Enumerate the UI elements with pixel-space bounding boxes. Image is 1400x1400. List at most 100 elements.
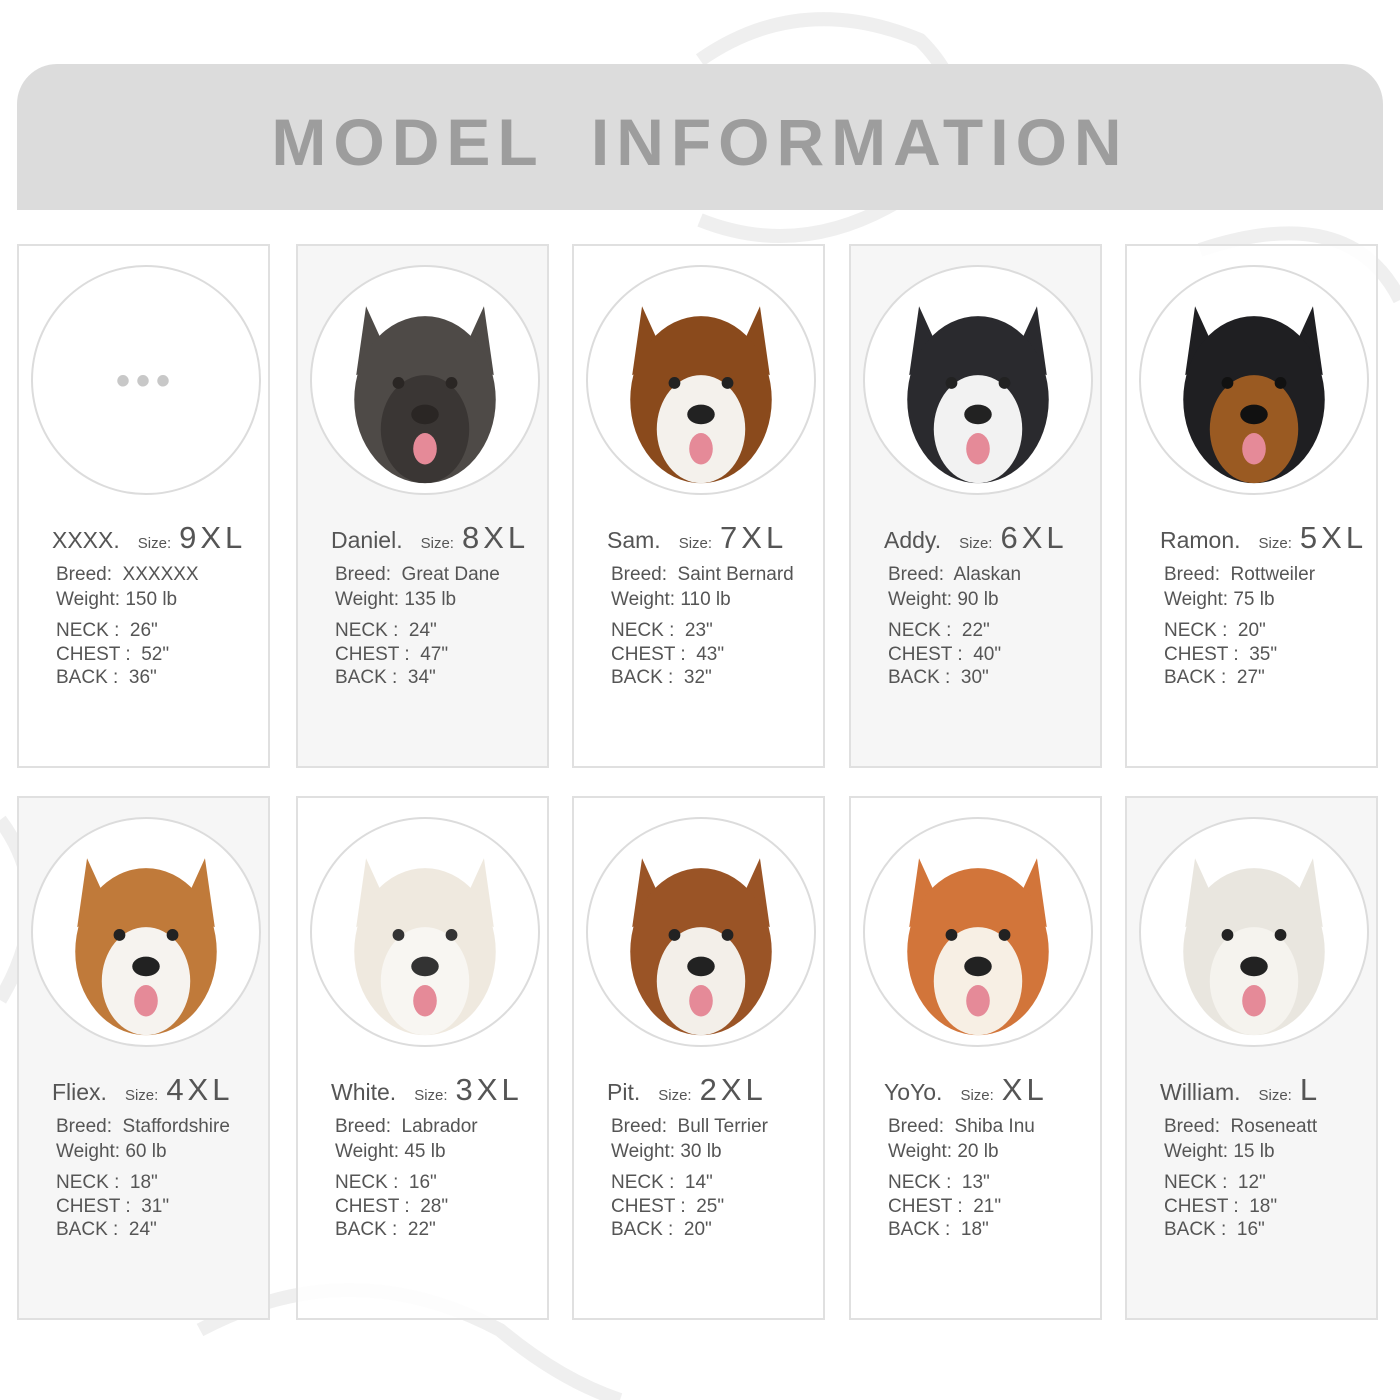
dog-name: XXXX. [52,527,120,553]
back-label: BACK [888,1219,940,1240]
name-size-line: White. Size: 3XL [331,1072,523,1108]
breed-row: Breed: Staffordshire [56,1114,230,1139]
chest-value: 47" [420,643,449,665]
measurements: NECK : 22" CHEST : 40" BACK : 30" [888,619,1001,690]
measurements: NECK : 14" CHEST : 25" BACK : 20" [611,1171,724,1242]
size-value: XL [1001,1072,1048,1107]
chest-label: CHEST [888,1195,953,1217]
weight-label: Weight: [56,589,121,610]
size-label: Size: [678,535,713,552]
chest-row: CHEST : 28" [335,1195,449,1217]
back-row: BACK : 36" [56,667,157,688]
dog-name: White. [331,1079,397,1105]
back-row: BACK : 27" [1164,667,1265,688]
model-card: Sam. Size: 7XL Breed: Saint Bernard Weight… [572,244,825,768]
size-value: 4XL [166,1072,234,1107]
breed-value: Rottweiler [1230,564,1316,585]
dog-name: Ramon. [1160,527,1241,553]
dog-name: YoYo. [884,1079,943,1105]
dog-face-icon [1183,858,1325,1036]
size-label: Size: [1258,1087,1292,1104]
chest-label: CHEST [611,1195,676,1217]
neck-label: NECK [888,620,941,641]
neck-value: 22" [961,620,990,641]
model-card: YoYo. Size: XL Breed: Shiba Inu Weight: 20… [849,796,1102,1320]
breed-label: Breed: [56,1116,112,1137]
breed-label: Breed: [611,1116,667,1137]
chest-value: 25" [696,1195,725,1217]
labrador-photo [310,817,540,1047]
breed-label: Breed: [611,564,667,585]
chest-label: CHEST [888,643,953,665]
neck-value: 24" [408,620,437,641]
back-row: BACK : 34" [335,667,436,688]
size-value: 5XL [1299,520,1368,555]
model-card: White. Size: 3XL Breed: Labrador Weight: 4… [296,796,549,1320]
neck-row: NECK : 16" [335,1172,437,1193]
breed-row: Breed: Labrador [335,1114,478,1139]
breed-row: Breed: Rottweiler [1164,562,1315,587]
ellipsis-icon: ••• [115,359,176,403]
breed-label: Breed: [888,564,944,585]
dog-face-icon [907,306,1049,484]
breed-label: Breed: [1164,1116,1220,1137]
measurements: NECK : 20" CHEST : 35" BACK : 27" [1164,619,1277,690]
weight-row: Weight: 15 lb [1164,1139,1317,1164]
breed-weight: Breed: Labrador Weight: 45 lb [335,1114,478,1164]
breed-row: Breed: Roseneatt [1164,1114,1317,1139]
back-value: 36" [128,667,157,688]
back-value: 18" [960,1219,989,1240]
size-label: Size: [959,535,993,552]
dog-name: Daniel. [331,527,403,553]
weight-row: Weight: 20 lb [888,1139,1035,1164]
neck-label: NECK [56,1172,109,1193]
weight-value: 135 lb [404,589,457,610]
chest-value: 43" [696,643,725,665]
weight-label: Weight: [1164,1141,1229,1162]
size-value: 6XL [1000,520,1068,555]
bull-terrier-photo [586,817,816,1047]
neck-row: NECK : 12" [1164,1172,1266,1193]
breed-weight: Breed: Staffordshire Weight: 60 lb [56,1114,230,1164]
breed-value: Alaskan [953,564,1022,585]
neck-row: NECK : 22" [888,620,990,641]
back-row: BACK : 32" [611,667,712,688]
breed-label: Breed: [56,564,112,585]
breed-value: Bull Terrier [677,1116,769,1137]
neck-label: NECK [335,620,388,641]
neck-value: 14" [684,1172,713,1193]
neck-label: NECK [1164,620,1217,641]
breed-value: Staffordshire [122,1116,230,1137]
breed-value: Shiba Inu [954,1116,1035,1137]
neck-value: 26" [129,620,158,641]
chest-value: 52" [141,643,170,665]
weight-value: 15 lb [1233,1141,1275,1162]
breed-row: Breed: Alaskan [888,562,1021,587]
photo-placeholder: ••• [31,265,261,495]
model-card: Daniel. Size: 8XL Breed: Great Dane Weight… [296,244,549,768]
measurements: NECK : 24" CHEST : 47" BACK : 34" [335,619,448,690]
breed-weight: Breed: Shiba Inu Weight: 20 lb [888,1114,1035,1164]
neck-row: NECK : 18" [56,1172,158,1193]
breed-weight: Breed: Great Dane Weight: 135 lb [335,562,500,612]
chest-label: CHEST [1164,1195,1229,1217]
dog-face-icon [630,306,772,484]
chest-value: 35" [1249,643,1278,665]
measurements: NECK : 18" CHEST : 31" BACK : 24" [56,1171,169,1242]
size-label: Size: [124,1087,159,1104]
size-value: 3XL [455,1072,523,1107]
neck-label: NECK [1164,1172,1217,1193]
dog-name: Sam. [607,527,661,553]
back-label: BACK [1164,1219,1216,1240]
back-label: BACK [611,1219,663,1240]
dog-face-icon [907,858,1049,1036]
header-banner [17,64,1383,210]
weight-label: Weight: [611,589,676,610]
neck-row: NECK : 23" [611,620,713,641]
neck-row: NECK : 24" [335,620,437,641]
chest-row: CHEST : 35" [1164,643,1278,665]
breed-row: Breed: Bull Terrier [611,1114,768,1139]
weight-row: Weight: 90 lb [888,587,1021,612]
dog-face-icon [354,858,496,1036]
dog-name: Fliex. [52,1079,107,1105]
